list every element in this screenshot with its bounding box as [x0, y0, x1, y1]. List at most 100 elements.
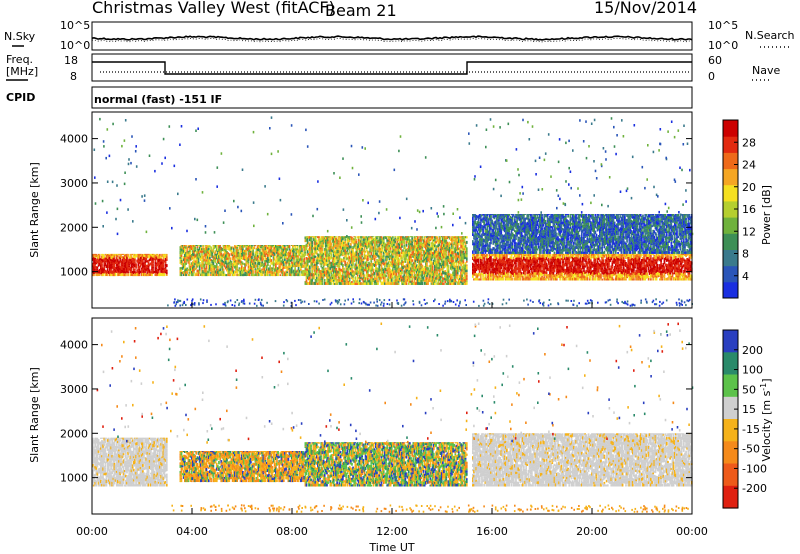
- scatter-cell: [454, 241, 457, 244]
- scatter-cell: [213, 272, 216, 277]
- scatter-cell: [147, 267, 150, 271]
- scatter-cell: [386, 269, 389, 272]
- scatter-cell: [194, 267, 197, 271]
- scatter-cell: [508, 264, 511, 268]
- scatter-cell: [93, 257, 95, 261]
- scatter-cell: [360, 282, 362, 285]
- scatter-cell: [398, 262, 401, 265]
- scatter-cell: [380, 281, 383, 285]
- scatter-cell: [327, 273, 329, 276]
- scatter-cell: [253, 258, 256, 262]
- scatter-cell: [498, 278, 500, 281]
- scatter-cell: [540, 260, 542, 263]
- scatter-cell: [217, 270, 219, 274]
- scatter-cell: [190, 257, 193, 261]
- scatter-cell: [101, 258, 103, 261]
- scatter-cell: [561, 270, 564, 273]
- scatter-cell: [490, 270, 492, 274]
- scatter-cell: [432, 248, 435, 252]
- scatter-cell: [385, 236, 387, 238]
- scatter-cell: [360, 242, 362, 247]
- scatter-cell: [335, 237, 337, 241]
- scatter-cell: [142, 268, 144, 272]
- scatter-cell: [336, 239, 339, 242]
- scatter-cell: [418, 270, 420, 274]
- scatter-cell: [320, 278, 323, 281]
- scatter-cell: [440, 275, 443, 279]
- scatter-cell: [320, 265, 323, 268]
- scatter-cell: [548, 253, 550, 255]
- scatter-cell: [336, 273, 339, 276]
- scatter-cell: [402, 251, 404, 255]
- scatter-cell: [276, 245, 278, 246]
- scatter-cell: [130, 268, 133, 272]
- scatter-cell: [460, 281, 462, 283]
- scatter-cell: [382, 251, 385, 255]
- scatter-cell: [243, 250, 245, 253]
- scatter-cell: [459, 262, 461, 265]
- scatter-cell: [591, 253, 593, 257]
- scatter-cell: [413, 274, 416, 277]
- scatter-cell: [305, 262, 308, 265]
- scatter-cell: [300, 245, 302, 246]
- scatter-cell: [587, 253, 590, 256]
- scatter-cell: [553, 277, 556, 281]
- scatter-cell: [436, 266, 439, 270]
- scatter-cell: [534, 269, 537, 273]
- scatter-cell: [444, 263, 447, 266]
- scatter-cell: [331, 265, 334, 269]
- scatter-cell: [296, 257, 299, 259]
- scatter-cell: [270, 272, 273, 276]
- scatter-cell: [263, 246, 266, 249]
- scatter-cell: [144, 273, 147, 277]
- scatter-cell: [515, 264, 517, 267]
- scatter-cell: [371, 275, 374, 279]
- scatter-cell: [323, 274, 326, 277]
- scatter-cell: [384, 276, 386, 280]
- scatter-cell: [493, 253, 496, 256]
- scatter-cell: [187, 269, 190, 271]
- scatter-cell: [190, 273, 193, 277]
- scatter-cell: [100, 264, 102, 268]
- scatter-cell: [315, 279, 318, 283]
- scatter-cell: [310, 238, 312, 242]
- scatter-cell: [463, 276, 466, 279]
- scatter-cell: [577, 277, 580, 281]
- scatter-cell: [264, 270, 267, 274]
- scatter-cell: [563, 257, 566, 260]
- scatter-cell: [228, 266, 231, 269]
- scatter-cell: [317, 243, 319, 245]
- scatter-cell: [240, 263, 243, 267]
- scatter-cell: [273, 249, 276, 253]
- scatter-cell: [526, 253, 529, 257]
- scatter-cell: [346, 249, 349, 252]
- scatter-cell: [559, 259, 562, 262]
- scatter-cell: [519, 253, 522, 255]
- scatter-cell: [222, 248, 225, 252]
- scatter-cell: [577, 271, 580, 275]
- scatter-cell: [398, 267, 401, 272]
- scatter-cell: [151, 253, 153, 257]
- scatter-cell: [387, 276, 390, 279]
- scatter-cell: [189, 257, 192, 261]
- scatter-cell: [436, 260, 439, 264]
- scatter-cell: [417, 252, 419, 256]
- scatter-cell: [446, 282, 449, 285]
- scatter-cell: [500, 262, 503, 265]
- scatter-cell: [545, 253, 548, 258]
- scatter-cell: [362, 243, 365, 247]
- scatter-cell: [420, 263, 423, 266]
- scatter-cell: [375, 254, 377, 259]
- scatter-cell: [327, 257, 329, 259]
- scatter-cell: [217, 258, 219, 261]
- scatter-cell: [281, 265, 284, 269]
- scatter-cell: [100, 258, 102, 261]
- scatter-cell: [500, 264, 503, 267]
- scatter-cell: [435, 236, 437, 238]
- scatter-cell: [310, 236, 312, 239]
- scatter-cell: [327, 246, 329, 249]
- scatter-cell: [339, 245, 342, 249]
- scatter-cell: [179, 246, 182, 249]
- scatter-cell: [410, 276, 412, 278]
- scatter-cell: [420, 260, 423, 264]
